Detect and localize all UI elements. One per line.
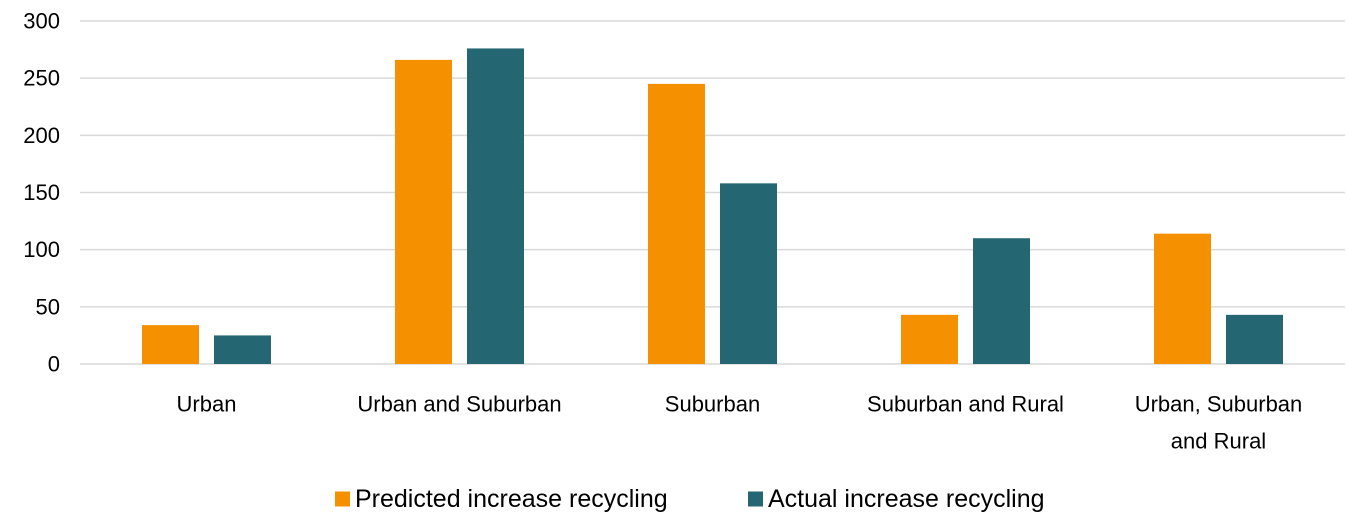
legend-label-actual: Actual increase recycling [768,485,1045,513]
legend: Predicted increase recycling Actual incre… [335,485,1045,513]
legend-label-predicted: Predicted increase recycling [355,485,668,513]
x-axis: Urban Urban and Suburban Suburban Suburban … [177,392,1303,454]
y-tick-label: 50 [36,294,60,319]
bar-predicted-1 [395,59,452,365]
bar-predicted-2 [648,83,705,364]
bar-predicted-4 [1154,233,1211,364]
x-tick-label: Urban, Suburban [1135,392,1303,417]
bar-actual-2 [720,183,777,364]
x-tick-label: and Rural [1171,429,1266,454]
gridlines [80,20,1345,365]
bar-actual-3 [973,238,1030,364]
y-tick-label: 300 [23,9,60,34]
x-tick-label: Suburban [665,392,760,417]
y-tick-label: 150 [23,180,60,205]
x-tick-label: Urban and Suburban [357,392,561,417]
y-tick-label: 200 [23,123,60,148]
bar-predicted-0 [142,325,199,364]
y-tick-label: 0 [48,352,60,377]
bars [142,48,1283,365]
legend-swatch-actual [748,491,763,507]
bar-actual-1 [467,48,524,364]
y-tick-label: 250 [23,66,60,91]
bar-predicted-3 [901,314,958,364]
x-tick-label: Urban [177,392,237,417]
y-tick-label: 100 [23,237,60,262]
x-tick-label: Suburban and Rural [867,392,1064,417]
bar-actual-4 [1226,314,1283,364]
legend-swatch-predicted [335,491,350,507]
y-axis: 0 50 100 150 200 250 300 [23,9,60,377]
bar-actual-0 [214,335,271,364]
